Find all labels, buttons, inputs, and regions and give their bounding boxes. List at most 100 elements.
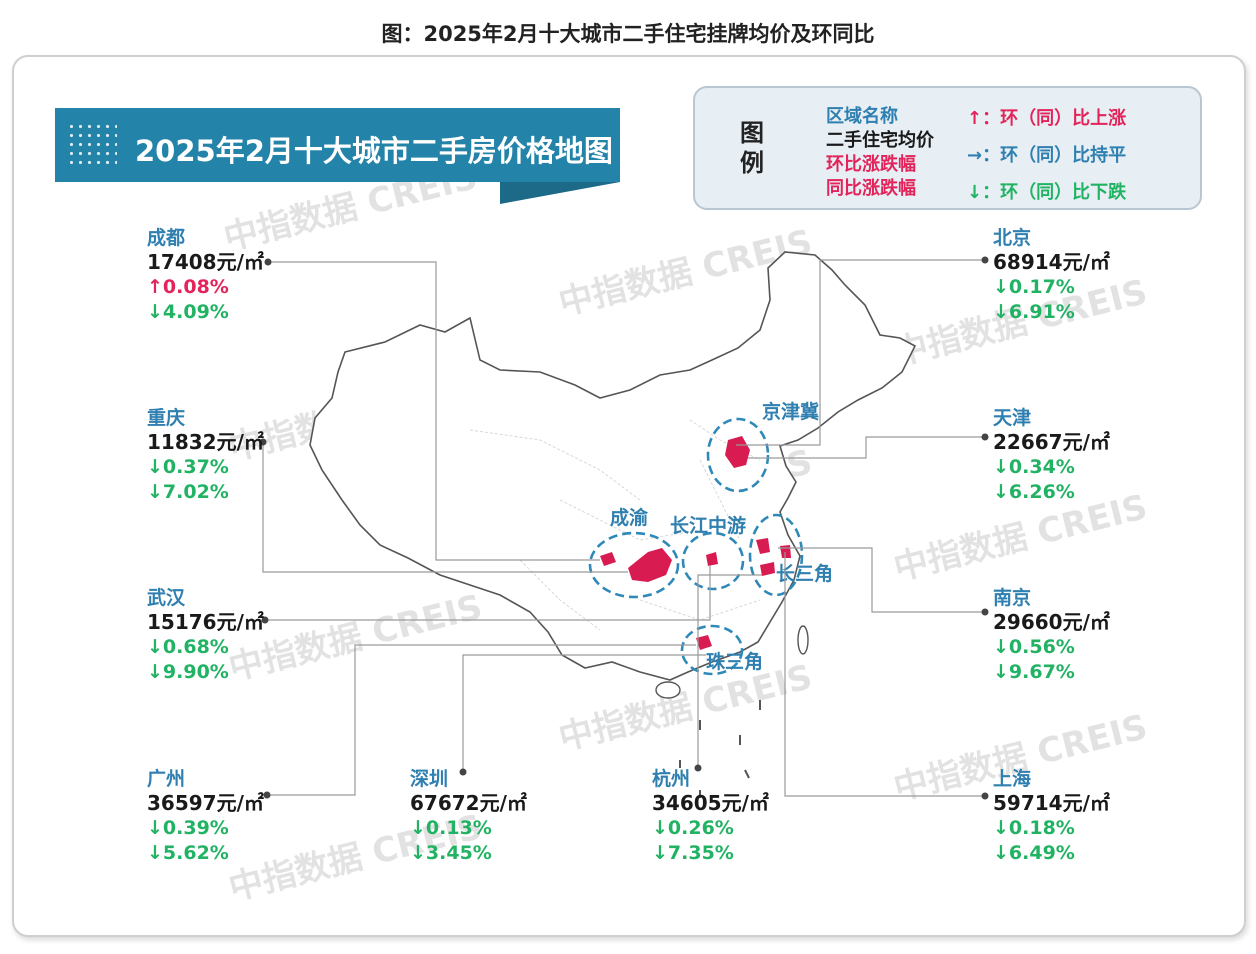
legend-arrow-flat: →：环（同）比持平 — [967, 145, 1127, 166]
taiwan-island — [797, 625, 809, 655]
city-mom: ↑0.08% — [147, 276, 229, 298]
city-yoy: ↓7.35% — [652, 842, 734, 864]
city-block-hangzhou: 杭州 34605元/㎡ ↓0.26% ↓7.35% — [652, 767, 769, 866]
city-mom: ↓0.39% — [147, 817, 229, 839]
city-name: 深圳 — [410, 768, 449, 790]
leader-line-shenzhen — [462, 654, 706, 772]
region-shape-changjiang — [706, 552, 718, 566]
banner-fold — [500, 182, 620, 204]
city-block-chengdu: 成都 17408元/㎡ ↑0.08% ↓4.09% — [147, 226, 264, 325]
city-block-shenzhen: 深圳 67672元/㎡ ↓0.13% ↓3.45% — [410, 767, 527, 866]
leader-dot-nanjing — [981, 608, 989, 616]
city-block-chongqing: 重庆 11832元/㎡ ↓0.37% ↓7.02% — [147, 406, 264, 505]
region-shape-zhusanjiao — [696, 635, 712, 650]
city-block-shanghai: 上海 59714元/㎡ ↓0.18% ↓6.49% — [993, 767, 1110, 866]
legend-item-avg-price: 二手住宅均价 — [826, 130, 934, 151]
leader-dot-chengdu — [264, 258, 272, 266]
city-name: 上海 — [993, 768, 1032, 790]
city-block-guangzhou: 广州 36597元/㎡ ↓0.39% ↓5.62% — [147, 767, 264, 866]
nine-dash-line — [679, 700, 761, 798]
region-label-changsanjiao: 长三角 — [776, 562, 833, 585]
legend-box: 图例 区域名称 二手住宅均价 环比涨跌幅 同比涨跌幅 ↑：环（同）比上涨 →：环… — [693, 86, 1202, 210]
leader-line-wuhan — [265, 565, 711, 621]
city-price: 15176元/㎡ — [147, 610, 264, 634]
city-name: 武汉 — [147, 587, 186, 609]
leader-line-shanghai — [784, 552, 985, 797]
leader-dot-guangzhou — [263, 791, 271, 799]
city-yoy: ↓6.49% — [993, 842, 1075, 864]
region-label-jingjinji: 京津冀 — [762, 400, 819, 423]
city-name: 成都 — [147, 227, 186, 249]
legend-item-region-name: 区域名称 — [826, 106, 898, 127]
city-yoy: ↓7.02% — [147, 481, 229, 503]
city-name: 天津 — [993, 407, 1032, 429]
leader-line-tianjin — [748, 436, 985, 459]
legend-item-yoy: 同比涨跌幅 — [826, 178, 916, 199]
region-label-zhusanjiao: 珠三角 — [706, 650, 763, 673]
city-mom: ↓0.68% — [147, 636, 229, 658]
legend-arrow-up: ↑：环（同）比上涨 — [967, 108, 1127, 129]
map-title-banner: 2025年2月十大城市二手房价格地图 — [55, 108, 620, 182]
hainan-island — [655, 681, 681, 699]
leader-dot-beijing — [981, 256, 989, 264]
leader-line-nanjing — [778, 547, 985, 613]
city-name: 广州 — [147, 768, 186, 790]
leader-dot-wuhan — [261, 616, 269, 624]
city-name: 北京 — [993, 227, 1032, 249]
city-price: 67672元/㎡ — [410, 791, 527, 815]
legend-arrow-down: ↓：环（同）比下跌 — [967, 182, 1127, 203]
city-name: 杭州 — [652, 768, 691, 790]
city-price: 29660元/㎡ — [993, 610, 1110, 634]
dot-grid-icon — [67, 122, 117, 166]
city-mom: ↓0.26% — [652, 817, 734, 839]
leader-dot-shenzhen — [459, 768, 467, 776]
city-yoy: ↓9.90% — [147, 661, 229, 683]
city-name: 重庆 — [147, 407, 186, 429]
leader-line-guangzhou — [267, 644, 696, 796]
city-yoy: ↓6.91% — [993, 301, 1075, 323]
city-block-nanjing: 南京 29660元/㎡ ↓0.56% ↓9.67% — [993, 586, 1110, 685]
city-price: 68914元/㎡ — [993, 250, 1110, 274]
city-price: 17408元/㎡ — [147, 250, 264, 274]
leader-line-beijing — [736, 259, 985, 446]
city-block-wuhan: 武汉 15176元/㎡ ↓0.68% ↓9.90% — [147, 586, 264, 685]
legend-item-mom: 环比涨跌幅 — [826, 154, 916, 175]
province-borders — [469, 419, 761, 631]
city-mom: ↓0.18% — [993, 817, 1075, 839]
city-price: 34605元/㎡ — [652, 791, 769, 815]
region-ring-chengyu — [588, 531, 680, 599]
city-mom: ↓0.56% — [993, 636, 1075, 658]
region-ring-changjiang — [681, 531, 745, 591]
china-outline — [309, 251, 917, 681]
region-label-changjiang: 长江中游 — [670, 514, 746, 537]
city-yoy: ↓3.45% — [410, 842, 492, 864]
city-price: 22667元/㎡ — [993, 430, 1110, 454]
leader-line-hangzhou — [697, 574, 762, 768]
leader-dot-tianjin — [981, 433, 989, 441]
leader-dot-shanghai — [981, 792, 989, 800]
legend-heading: 图例 — [740, 119, 764, 177]
city-price: 59714元/㎡ — [993, 791, 1110, 815]
city-yoy: ↓5.62% — [147, 842, 229, 864]
city-yoy: ↓4.09% — [147, 301, 229, 323]
city-mom: ↓0.17% — [993, 276, 1075, 298]
figure-caption: 图：2025年2月十大城市二手住宅挂牌均价及环同比 — [381, 22, 875, 46]
city-yoy: ↓9.67% — [993, 661, 1075, 683]
region-ring-changsanjiao — [748, 513, 804, 597]
region-shape-chengyu — [600, 548, 672, 582]
region-label-chengyu: 成渝 — [610, 506, 649, 529]
leader-dot-chongqing — [259, 438, 267, 446]
city-block-beijing: 北京 68914元/㎡ ↓0.17% ↓6.91% — [993, 226, 1110, 325]
leader-line-chongqing — [262, 442, 628, 573]
region-ring-jingjinji — [706, 417, 770, 493]
region-ring-zhusanjiao — [680, 624, 744, 676]
city-yoy: ↓6.26% — [993, 481, 1075, 503]
city-price: 36597元/㎡ — [147, 791, 264, 815]
region-shape-jingjinji — [725, 436, 750, 468]
city-name: 南京 — [993, 587, 1032, 609]
city-mom: ↓0.13% — [410, 817, 492, 839]
city-mom: ↓0.34% — [993, 456, 1075, 478]
city-price: 11832元/㎡ — [147, 430, 264, 454]
leader-dot-hangzhou — [694, 764, 702, 772]
map-title: 2025年2月十大城市二手房价格地图 — [135, 134, 613, 168]
